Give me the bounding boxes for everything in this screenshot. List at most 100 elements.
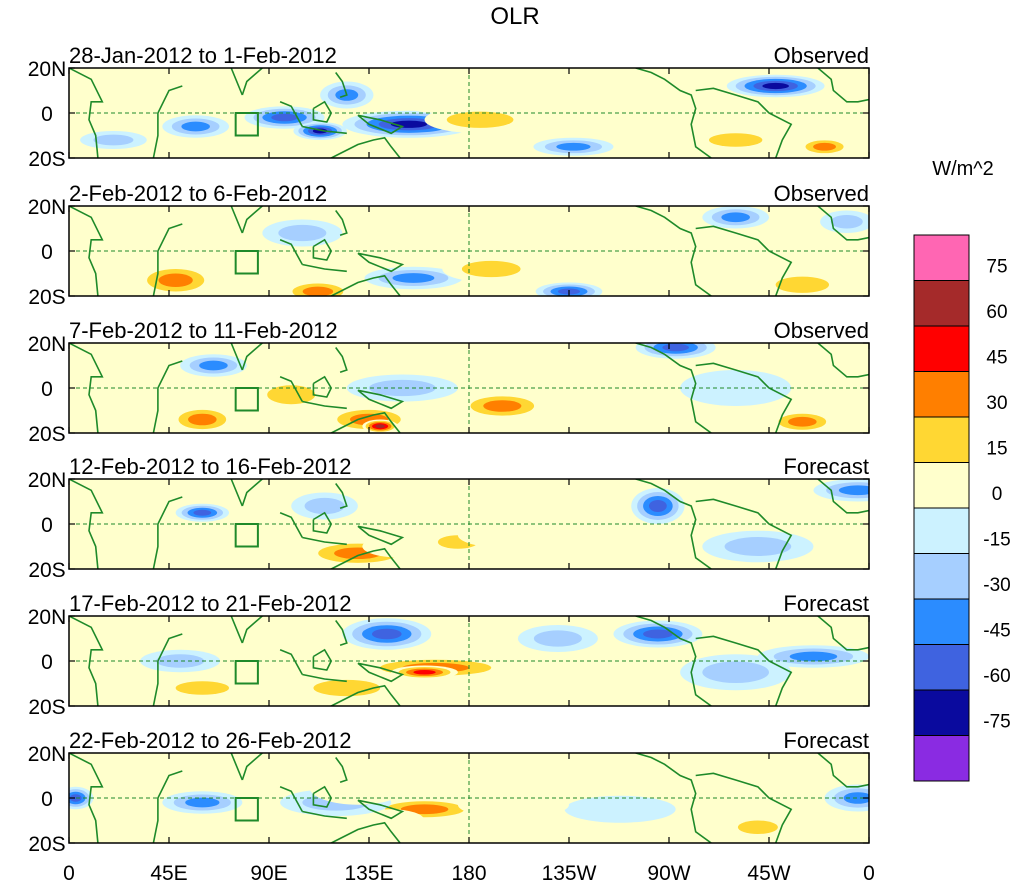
panel-1: 20N 0 20S 28-Jan-2012 to 1-Feb-2012 Observed — [28, 43, 870, 171]
anomaly-contour — [175, 681, 229, 695]
anomaly-contour — [267, 385, 316, 405]
coastline — [69, 753, 104, 843]
colorbar-label: -45 — [983, 621, 1010, 642]
colorbar-box — [913, 644, 970, 691]
y-tick-label: 20S — [28, 696, 65, 719]
coastline — [279, 786, 304, 812]
anomaly-contour — [93, 134, 134, 146]
colorbar-box — [913, 280, 970, 327]
coastlines — [69, 206, 869, 296]
coastline — [329, 821, 401, 843]
panel-2: 20N 0 20S 2-Feb-2012 to 6-Feb-2012 Observed — [28, 181, 870, 309]
anomaly-contour — [457, 521, 569, 549]
coastline — [241, 479, 263, 507]
x-axis: 0 45E 90E 135E 180 135W 90W 45W 0 — [63, 862, 875, 885]
anomaly-contour — [662, 343, 690, 352]
panel-kind-label: Forecast — [783, 591, 869, 616]
anomaly-contour — [457, 791, 569, 819]
x-tick-label: 90E — [250, 862, 287, 885]
coastline — [357, 252, 405, 273]
anomaly-contour — [446, 111, 514, 128]
y-tick-label: 20N — [28, 196, 67, 219]
anomaly-contour — [271, 113, 298, 122]
colorbar-label: -75 — [983, 712, 1010, 733]
coastline — [695, 498, 793, 569]
x-tick-label: 0 — [863, 862, 875, 885]
panel-kind-label: Observed — [774, 181, 869, 206]
coastline — [335, 483, 348, 510]
anomaly-contour — [838, 485, 869, 496]
coastline — [241, 206, 263, 234]
anomaly-contour — [371, 628, 402, 640]
y-tick-label: 20N — [28, 606, 67, 629]
panel-4: 20N 0 20S 12-Feb-2012 to 16-Feb-2012 Forecas… — [28, 454, 870, 582]
anomaly-contour — [158, 273, 193, 287]
anomaly-contour — [649, 500, 667, 512]
coastlines — [69, 343, 869, 433]
coastline — [329, 136, 401, 158]
coastlines — [69, 616, 869, 706]
anomaly-contour — [762, 82, 790, 90]
coastline — [302, 536, 347, 546]
colorbar-label: 45 — [986, 348, 1007, 369]
colorbar-label: -30 — [983, 575, 1010, 596]
coastline — [152, 770, 183, 843]
coastline — [695, 87, 793, 158]
colorbar-box — [913, 462, 970, 509]
anomaly-contour — [702, 661, 770, 684]
coastline — [817, 479, 869, 514]
anomaly-contour — [392, 273, 435, 283]
coastline — [312, 375, 333, 398]
colorbar: W/m^2 75 60 45 30 15 0 -15 -30 -45 -60 -75 — [913, 158, 1011, 782]
coastline — [817, 753, 869, 788]
anomaly-contour — [73, 226, 154, 254]
coastline — [152, 223, 183, 296]
coastline — [312, 785, 333, 808]
coastline — [302, 263, 347, 273]
anomaly-contour — [724, 537, 792, 556]
coastline — [279, 239, 304, 265]
anomaly-contour — [357, 809, 425, 832]
y-tick-label: 0 — [41, 788, 53, 811]
anomaly-contour — [643, 629, 673, 639]
colorbar-label: 15 — [986, 439, 1007, 460]
y-tick-label: 20N — [28, 58, 67, 81]
anomaly-contour — [775, 276, 829, 293]
panel-kind-label: Forecast — [783, 454, 869, 479]
y-tick-label: 20N — [28, 333, 67, 356]
coastline — [69, 206, 104, 296]
colorbar-label: 60 — [986, 302, 1007, 323]
anomaly-contour — [721, 212, 750, 223]
anomaly-contour — [564, 795, 676, 823]
coastlines — [69, 753, 869, 843]
coastline — [635, 206, 712, 296]
anomaly-contour — [709, 133, 763, 147]
colorbar-units: W/m^2 — [932, 158, 994, 180]
coastline — [302, 673, 347, 683]
coastline — [695, 772, 793, 843]
y-tick-label: 20S — [28, 559, 65, 582]
coastline — [329, 684, 401, 706]
coastline — [357, 799, 405, 820]
coastline — [230, 206, 244, 234]
anomaly-contour — [369, 379, 436, 397]
coastline — [69, 68, 104, 158]
x-tick-label: 135W — [542, 862, 597, 885]
colorbar-box — [913, 735, 970, 782]
y-tick-label: 0 — [41, 651, 53, 674]
coastline — [329, 411, 401, 433]
x-tick-label: 135E — [344, 862, 393, 885]
x-tick-label: 180 — [451, 862, 486, 885]
y-tick-label: 0 — [41, 241, 53, 264]
coastline — [695, 362, 793, 433]
panels: 20N 0 20S 28-Jan-2012 to 1-Feb-2012 Observed… — [28, 43, 870, 856]
anomaly-contour — [461, 260, 521, 278]
anomaly-contour — [199, 360, 228, 371]
y-tick-label: 20N — [28, 743, 67, 766]
coastline — [69, 479, 104, 569]
coastline — [279, 376, 304, 402]
colorbar-label: -60 — [983, 666, 1010, 687]
coastline — [635, 479, 712, 569]
y-tick-label: 20S — [28, 423, 65, 446]
